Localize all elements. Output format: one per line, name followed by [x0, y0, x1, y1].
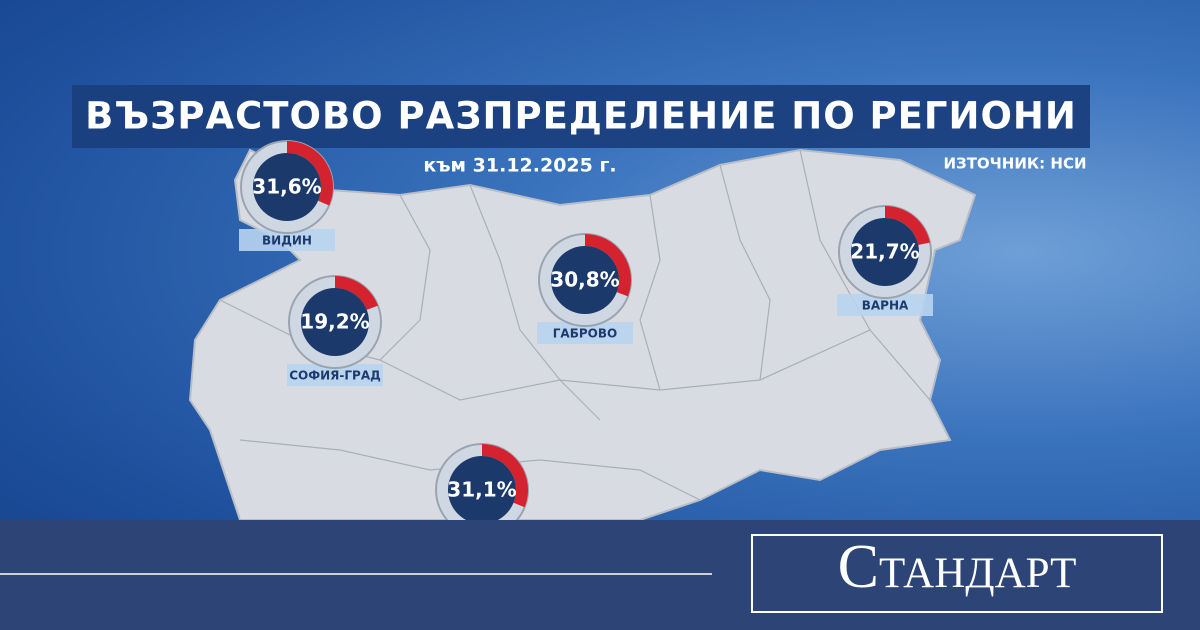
core — [551, 246, 619, 314]
share-wedge — [482, 444, 529, 508]
title: ВЪЗРАСТОВО РАЗПРЕДЕЛЕНИЕ ПО РЕГИОНИ — [85, 95, 1077, 138]
region-name: ГАБРОВО — [553, 327, 617, 341]
share-wedge — [287, 141, 333, 206]
core — [253, 153, 321, 221]
region-name: ВИДИН — [262, 234, 312, 248]
value-label: 31,6% — [252, 175, 321, 199]
region-label-box — [239, 229, 335, 251]
region-name: ВАРНА — [862, 299, 909, 313]
indicators: ВИДИН 31,6% СОФИЯ-ГРАД 19,2% ГАБРОВО 30,8% ВАР… — [239, 140, 933, 537]
value-label: 31,1% — [447, 478, 516, 502]
region-label-box — [837, 294, 933, 316]
title-bar — [72, 85, 1090, 148]
core — [448, 456, 516, 524]
brand: Стандарт — [838, 533, 1077, 601]
region-name: СОФИЯ-ГРАД — [289, 369, 381, 383]
date: към 31.12.2025 г. — [423, 155, 616, 177]
core — [851, 218, 919, 286]
source: ИЗТОЧНИК: НСИ — [943, 155, 1086, 173]
region-label-box — [287, 364, 383, 386]
value-label: 21,7% — [850, 240, 919, 264]
brand-box — [751, 534, 1163, 613]
share-wedge — [585, 234, 631, 297]
share-wedge — [885, 206, 931, 246]
share-wedge — [335, 276, 378, 310]
region-label-box — [537, 322, 633, 344]
value-label: 30,8% — [550, 268, 619, 292]
value-label: 19,2% — [300, 310, 369, 334]
core — [301, 288, 369, 356]
